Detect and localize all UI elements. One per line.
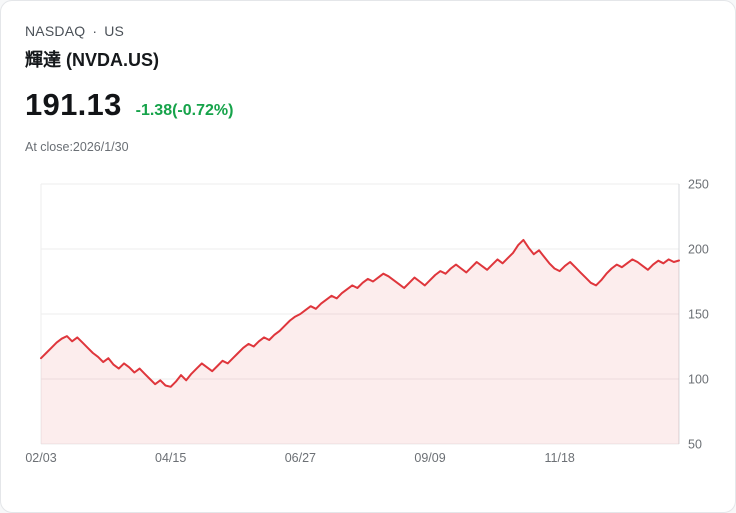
x-axis-label: 02/03 — [25, 451, 56, 465]
separator-dot: · — [92, 23, 98, 39]
price-change: -1.38(-0.72%) — [135, 102, 234, 119]
price-line — [40, 238, 680, 388]
price-chart-svg[interactable]: 50 100 150 200 250 02/03 04/15 06/27 09/09 11/18 — [1, 159, 736, 489]
region-label: US — [104, 23, 125, 39]
x-axis-label: 11/18 — [545, 451, 575, 465]
x-axis-label: 09/09 — [414, 451, 445, 465]
y-axis-label: 100 — [688, 373, 709, 387]
as-of-close: At close:2026/1/30 — [25, 140, 129, 154]
y-axis-label: 200 — [688, 243, 709, 257]
x-axis-label: 04/15 — [155, 451, 186, 465]
exchange-label: NASDAQ — [25, 23, 86, 39]
exchange-row: NASDAQ · US — [25, 23, 711, 39]
y-axis-label: 50 — [688, 438, 702, 452]
last-price: 191.13 — [25, 87, 122, 122]
y-axis-label: 150 — [688, 308, 709, 322]
stock-title: 輝達 (NVDA.US) — [25, 50, 159, 70]
x-axis-label: 06/27 — [285, 451, 316, 465]
price-row: 191.13 -1.38(-0.72%) — [25, 87, 711, 123]
quote-header: NASDAQ · US 輝達 (NVDA.US) 191.13 -1.38(-0… — [1, 1, 735, 154]
price-area-fill — [41, 239, 679, 444]
y-axis-label: 250 — [688, 178, 709, 192]
